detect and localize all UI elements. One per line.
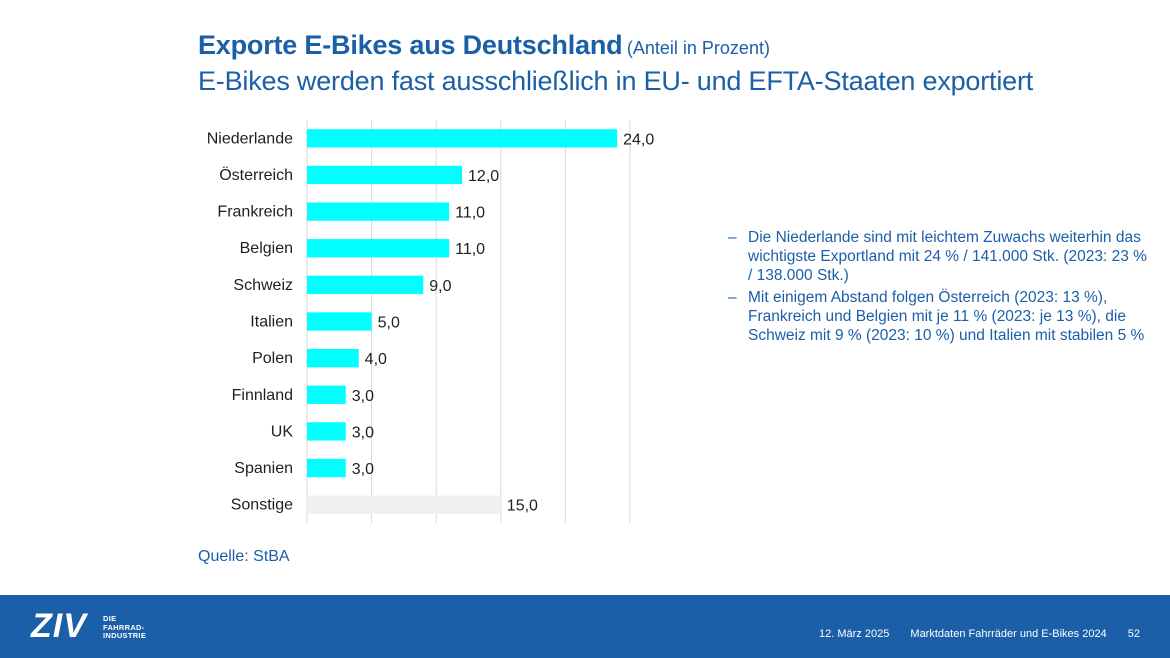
value-label: 11,0 <box>455 241 485 258</box>
category-label: Niederlande <box>207 130 293 147</box>
value-label: 12,0 <box>468 168 499 185</box>
category-label: Italien <box>250 314 293 331</box>
bar-schweiz <box>307 275 424 295</box>
commentary-item: – Mit einigem Abstand folgen Österreich … <box>728 288 1148 345</box>
source-note: Quelle: StBA <box>198 548 290 565</box>
category-label: Österreich <box>219 166 293 184</box>
category-label: Sonstige <box>231 497 293 514</box>
category-label: Frankreich <box>217 204 293 221</box>
bar-uk <box>307 422 346 441</box>
logo-tagline: DIE FAHRRAD- INDUSTRIE <box>103 614 147 641</box>
value-label: 4,0 <box>365 351 387 368</box>
footer-meta: 12. März 2025 Marktdaten Fahrräder und E… <box>801 628 1140 640</box>
footer-bar: ZIV DIE FAHRRAD- INDUSTRIE 12. März 2025… <box>0 595 1170 658</box>
logo-line: FAHRRAD- <box>103 622 145 632</box>
bar-spanien <box>307 458 346 478</box>
footer-doc-title: Marktdaten Fahrräder und E-Bikes 2024 <box>910 628 1107 640</box>
title-main: Exporte E-Bikes aus Deutschland <box>198 30 623 60</box>
ziv-logo: ZIV <box>31 607 87 645</box>
category-label: UK <box>271 423 294 440</box>
commentary-list: – Die Niederlande sind mit leichtem Zuwa… <box>728 228 1148 348</box>
commentary-text: Die Niederlande sind mit leichtem Zuwach… <box>748 229 1147 284</box>
value-label: 3,0 <box>352 388 374 405</box>
value-label: 24,0 <box>623 131 654 148</box>
bar-sonstige <box>307 495 501 514</box>
commentary-item: – Die Niederlande sind mit leichtem Zuwa… <box>728 228 1148 285</box>
logo-line: INDUSTRIE <box>103 631 147 640</box>
chart-title: Exporte E-Bikes aus Deutschland (Anteil … <box>198 30 770 61</box>
commentary-text: Mit einigem Abstand folgen Österreich (2… <box>748 289 1145 344</box>
category-label: Belgien <box>240 240 293 257</box>
value-label: 15,0 <box>507 498 538 515</box>
value-label: 3,0 <box>352 424 374 441</box>
bar-finnland <box>307 385 346 404</box>
value-label: 5,0 <box>378 315 400 332</box>
bar-polen <box>307 348 359 368</box>
bar-italien <box>307 312 372 331</box>
title-subtitle: (Anteil in Prozent) <box>626 38 770 58</box>
bar-österreich <box>307 165 463 185</box>
bar-belgien <box>307 239 450 258</box>
category-label: Finnland <box>232 387 293 404</box>
dash-icon: – <box>728 289 737 306</box>
category-label: Polen <box>252 350 293 367</box>
value-label: 3,0 <box>352 461 374 478</box>
bar-niederlande <box>307 129 618 148</box>
value-label: 11,0 <box>455 205 485 222</box>
page-number: 52 <box>1127 628 1140 640</box>
bar-chart: Niederlande 24,0 Österreich 12,0 Frankreich 1… <box>207 120 654 523</box>
footer-date: 12. März 2025 <box>819 628 890 640</box>
logo-line: DIE <box>103 614 117 623</box>
bar-frankreich <box>307 202 450 221</box>
category-label: Spanien <box>234 460 293 477</box>
title-headline: E-Bikes werden fast ausschließlich in EU… <box>198 66 1034 96</box>
value-label: 9,0 <box>429 278 451 295</box>
dash-icon: – <box>728 229 737 246</box>
category-label: Schweiz <box>233 277 293 294</box>
